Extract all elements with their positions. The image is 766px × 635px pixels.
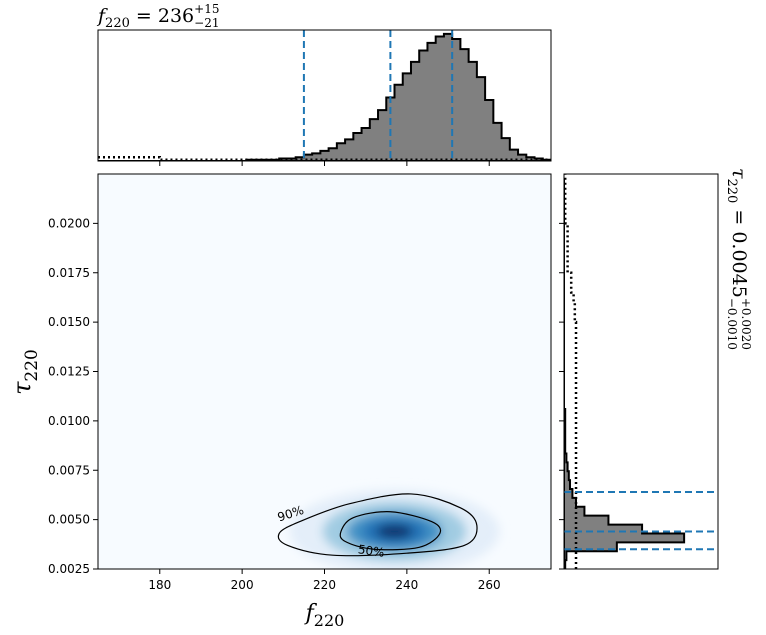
x-tick-label: 220	[313, 578, 336, 592]
marginal-tau220-frame	[563, 173, 719, 570]
y-tick-label: 0.0050	[48, 513, 90, 527]
f220-title: f220 = 236+15 −21	[96, 2, 219, 31]
joint-panel: 90% 50% 180 200 220 240 260 0.00250.00500.00…	[8, 173, 552, 630]
marginal-f220-ticks	[159, 161, 490, 166]
joint-y-ticks: 0.0025 0.0050 0.0075 0.0100 0.0125 0.0150 0.01…	[48, 216, 98, 576]
joint-x-ticks: 180 200 220 240 260	[148, 569, 501, 592]
tau220-posterior-histogram	[564, 177, 686, 569]
marginal-tau220-panel: τ220 = 0.0045+0.0020−0.0010	[559, 168, 753, 570]
x-axis-label: f220	[304, 601, 345, 630]
y-tick-label: 0.0200	[48, 216, 90, 230]
y-tick-label: 0.0125	[48, 365, 90, 379]
tau220-title: τ220 = 0.0045+0.0020−0.0010	[724, 168, 753, 350]
contour-90	[277, 493, 478, 557]
tau220-prior-histogram	[564, 174, 578, 569]
y-tick-label: 0.0075	[48, 463, 90, 477]
y-tick-label: 0.0150	[48, 315, 90, 329]
density-level-5	[376, 524, 413, 539]
x-tick-label: 180	[148, 578, 171, 592]
marginal-tau220-ticks	[559, 222, 564, 570]
f220-posterior-histogram	[98, 32, 551, 161]
x-tick-label: 240	[395, 578, 418, 592]
contour-50	[339, 511, 442, 551]
x-tick-label: 200	[231, 578, 254, 592]
y-axis-label: τ220	[8, 349, 42, 395]
y-tick-label: 0.0175	[48, 266, 90, 280]
y-tick-label: 0.0100	[48, 414, 90, 428]
contour-label-50: 50%	[357, 542, 385, 560]
marginal-f220-panel: f220 = 236+15 −21	[96, 2, 552, 166]
f220-prior-histogram	[98, 155, 551, 161]
density-heatmap	[277, 489, 500, 569]
x-tick-label: 260	[478, 578, 501, 592]
y-tick-label: 0.0025	[48, 562, 90, 576]
